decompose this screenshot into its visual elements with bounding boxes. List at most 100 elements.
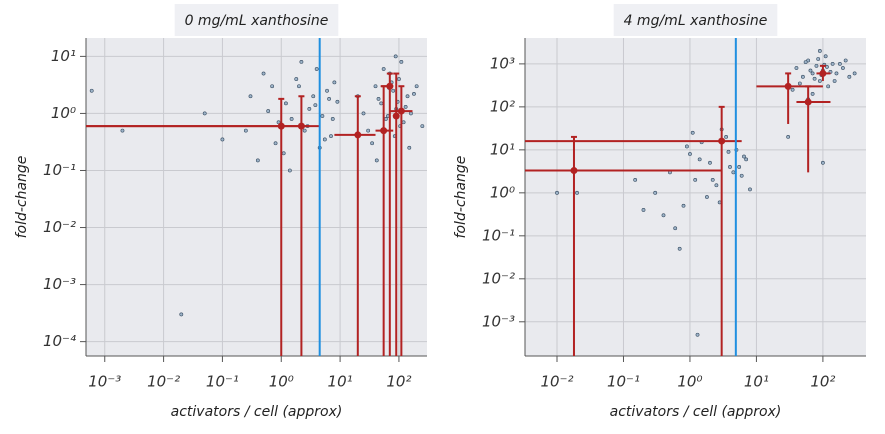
data-point <box>841 66 845 70</box>
data-point <box>837 61 842 66</box>
title-box <box>613 4 778 36</box>
data-point <box>307 107 312 111</box>
data-point <box>790 87 795 92</box>
data-point <box>89 88 94 93</box>
data-point <box>821 160 825 165</box>
data-point <box>633 177 638 182</box>
x-tick-label: 10¹ <box>328 373 353 391</box>
data-point <box>273 141 278 146</box>
error-bar-point <box>819 69 827 77</box>
data-point <box>714 183 719 188</box>
x-tick-label: 10² <box>810 373 835 391</box>
data-point <box>314 67 319 71</box>
data-point <box>817 49 822 53</box>
plot-area <box>86 38 425 356</box>
data-point <box>322 137 327 142</box>
y-tick-label: 10¹ <box>490 140 515 158</box>
panel-title: 4 mg/mL xanthosine <box>624 13 768 29</box>
x-axis-label: activators / cell (approx) <box>171 404 343 420</box>
y-tick-label: 10⁰ <box>51 104 76 122</box>
data-point <box>248 94 253 99</box>
data-point <box>281 151 286 156</box>
data-point <box>370 141 375 146</box>
y-tick-label: 10² <box>490 97 515 115</box>
data-point <box>739 173 744 178</box>
data-point <box>294 77 299 81</box>
y-tick-label: 10³ <box>490 54 515 72</box>
data-point <box>737 165 742 169</box>
y-tick-label: 10⁻² <box>482 269 515 287</box>
data-point <box>826 84 831 89</box>
data-point <box>261 71 266 76</box>
y-axis-label: fold-change <box>453 156 469 239</box>
data-point <box>843 58 848 63</box>
data-point <box>803 60 808 65</box>
data-point <box>641 208 646 212</box>
data-point <box>825 65 829 69</box>
data-point <box>297 84 301 89</box>
data-point <box>414 84 419 89</box>
data-point <box>708 160 712 165</box>
data-point <box>710 177 715 182</box>
error-bar-point <box>718 137 726 145</box>
data-point <box>832 79 837 83</box>
title-box <box>174 4 339 36</box>
data-point <box>800 74 805 79</box>
data-point <box>830 61 835 66</box>
y-tick-label: 10⁻³ <box>43 275 76 293</box>
data-point <box>401 120 406 125</box>
data-point <box>695 332 700 337</box>
data-point <box>220 137 225 142</box>
x-tick-label: 10¹ <box>744 373 769 391</box>
data-point <box>810 92 815 96</box>
data-point <box>797 81 802 86</box>
data-point <box>202 111 207 116</box>
data-point <box>383 117 388 121</box>
data-point <box>270 84 275 89</box>
y-tick-label: 10¹ <box>51 47 76 65</box>
plot-area <box>525 38 857 356</box>
data-point <box>697 157 702 162</box>
data-point <box>325 88 329 93</box>
data-point <box>289 117 294 121</box>
data-point <box>728 165 732 169</box>
y-tick-label: 10⁻³ <box>482 312 515 330</box>
x-axis-label: activators / cell (approx) <box>610 404 782 420</box>
data-point <box>255 158 260 163</box>
data-point <box>335 99 340 104</box>
y-tick-label: 10⁻⁴ <box>43 332 76 350</box>
data-point <box>409 111 413 116</box>
data-point <box>742 154 746 159</box>
error-bar-point <box>297 122 305 130</box>
data-point <box>731 170 736 175</box>
data-point <box>661 213 666 218</box>
data-point <box>810 71 815 76</box>
data-point <box>812 76 817 81</box>
data-point <box>361 111 366 116</box>
data-point <box>724 135 729 139</box>
x-tick-label: 10⁻¹ <box>607 373 640 391</box>
data-point <box>688 152 692 156</box>
data-point <box>399 60 404 64</box>
error-bar-point <box>380 127 388 135</box>
error-bar-point <box>392 112 400 120</box>
data-point <box>823 54 828 59</box>
error-bar-point <box>354 131 362 139</box>
panel-title: 0 mg/mL xanthosine <box>185 13 329 29</box>
error-bar-point <box>784 82 792 90</box>
data-point <box>302 128 307 133</box>
data-point <box>397 77 401 81</box>
data-point <box>327 96 331 101</box>
panel: 4 mg/mL xanthosine activators / cell (app… <box>453 4 866 420</box>
y-tick-label: 10⁰ <box>490 183 515 201</box>
data-point <box>243 128 248 133</box>
data-point <box>412 91 416 96</box>
x-tick-label: 10⁻² <box>540 373 573 391</box>
data-point <box>311 94 316 99</box>
plot-background <box>525 38 866 356</box>
data-point <box>575 190 579 195</box>
data-point <box>555 190 559 195</box>
data-point <box>690 130 695 135</box>
x-tick-label: 10⁻² <box>147 373 180 391</box>
data-point <box>287 168 292 173</box>
